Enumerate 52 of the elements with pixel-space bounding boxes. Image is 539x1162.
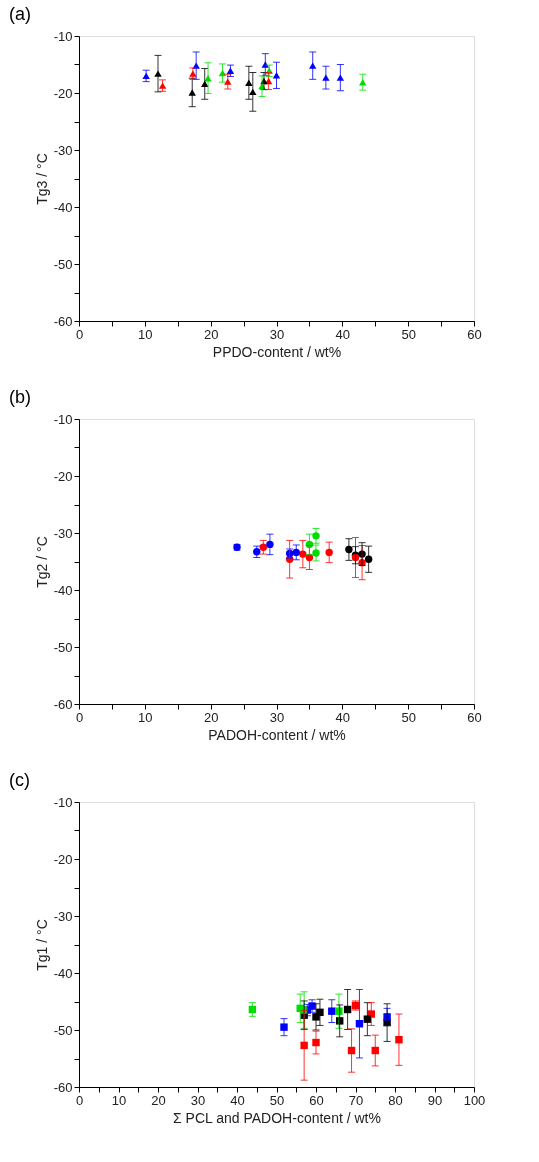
y-tick-label: -60 [53, 696, 73, 712]
y-tick-label: -60 [53, 313, 73, 329]
x-tick-label: 20 [203, 709, 219, 725]
x-tick-label: 70 [348, 1092, 364, 1108]
y-tick-label: -20 [53, 468, 73, 484]
x-axis-title: PADOH-content / wt% [208, 726, 346, 743]
x-tick-label: 10 [111, 1092, 127, 1108]
y-tick-label: -20 [53, 85, 73, 101]
y-tick-label: -50 [53, 1022, 73, 1038]
x-tick-label: 10 [138, 326, 153, 342]
y-tick-label: -10 [53, 794, 73, 810]
y-tick-label: -10 [53, 28, 73, 44]
x-tick-label: 0 [75, 1092, 84, 1108]
x-tick-label: 50 [269, 1092, 285, 1108]
x-tick-label: 30 [269, 326, 285, 342]
x-tick-label: 90 [427, 1092, 443, 1108]
x-tick-label: 60 [467, 326, 482, 342]
y-tick-label: -30 [53, 525, 73, 541]
x-tick-label: 10 [138, 709, 153, 725]
y-tick-label: -20 [53, 851, 73, 867]
x-tick-label: 30 [269, 709, 285, 725]
x-tick-label: 50 [401, 326, 416, 342]
y-axis-title: Tg2 / °C [33, 536, 50, 588]
x-tick-label: 60 [467, 709, 482, 725]
x-tick-label: 50 [401, 709, 416, 725]
x-tick-label: 20 [151, 1092, 166, 1108]
x-tick-label: 40 [335, 709, 351, 725]
x-tick-label: 80 [388, 1092, 403, 1108]
y-tick-label: -50 [53, 639, 73, 655]
x-tick-label: 30 [190, 1092, 206, 1108]
y-tick-label: -10 [53, 411, 73, 427]
chart-title: (b) [9, 387, 31, 407]
y-tick-label: -50 [53, 256, 73, 272]
x-tick-label: 40 [335, 326, 351, 342]
x-axis-title: Σ PCL and PADOH-content / wt% [173, 1109, 381, 1126]
x-tick-label: 40 [230, 1092, 245, 1108]
y-axis-title: Tg1 / °C [33, 919, 50, 971]
x-tick-label: 20 [203, 326, 219, 342]
y-tick-label: -40 [53, 965, 73, 981]
y-axis-title: Tg3 / °C [33, 153, 50, 205]
y-tick-label: -30 [53, 142, 73, 158]
chart-title: (a) [9, 4, 31, 24]
x-tick-label: 100 [463, 1092, 486, 1108]
y-tick-label: -60 [53, 1079, 73, 1095]
chart-title: (c) [9, 770, 30, 790]
x-axis-title: PPDO-content / wt% [212, 343, 342, 360]
x-tick-label: 60 [309, 1092, 324, 1108]
y-tick-label: -30 [53, 908, 73, 924]
y-tick-label: -40 [53, 582, 73, 598]
y-tick-label: -40 [53, 199, 73, 215]
x-tick-label: 0 [75, 326, 84, 342]
x-tick-label: 0 [75, 709, 84, 725]
